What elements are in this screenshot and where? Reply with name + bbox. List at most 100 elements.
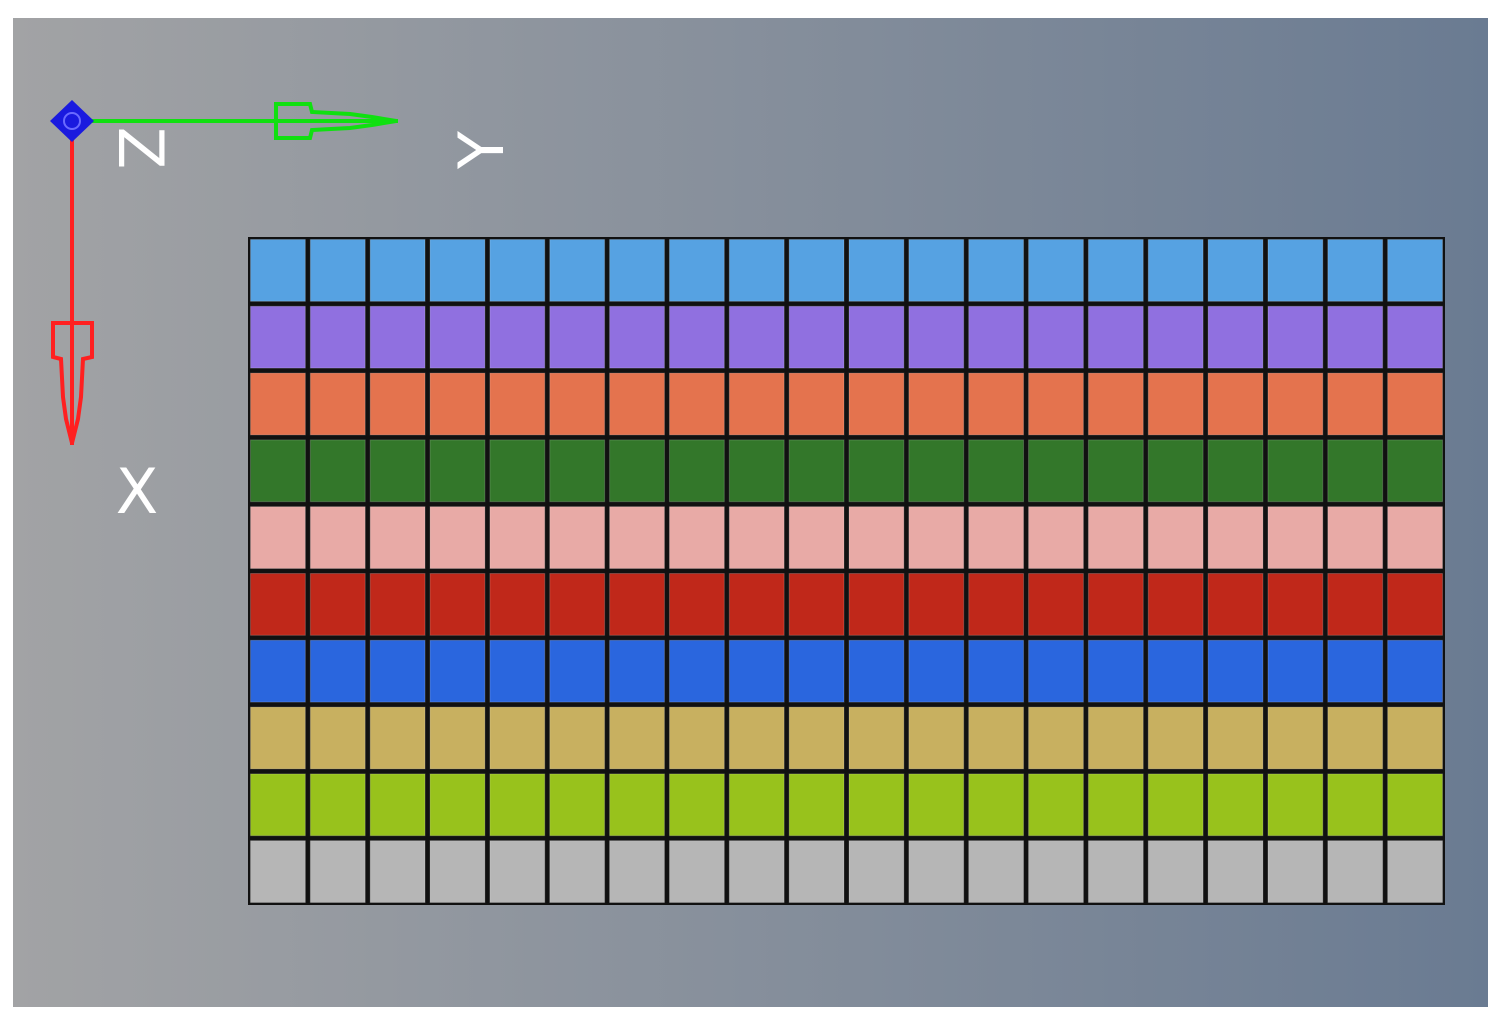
mesh-cell (1087, 506, 1144, 570)
mesh-cell (1327, 239, 1384, 302)
mesh-cell (848, 506, 905, 570)
mesh-cell (609, 773, 665, 837)
mesh-cell (429, 239, 486, 302)
mesh-cell (908, 773, 965, 837)
mesh-cell (549, 706, 606, 770)
z-axis-marker-ring (63, 112, 81, 130)
mesh-cell (788, 239, 845, 302)
mesh-cell (1387, 573, 1444, 636)
mesh-cell (728, 239, 785, 302)
mesh-cell (609, 639, 665, 703)
mesh-cell (309, 239, 366, 302)
mesh-cell (848, 372, 905, 436)
mesh-cell (549, 840, 606, 904)
mesh-cell (609, 506, 665, 570)
mesh-cell (1387, 706, 1444, 770)
mesh-cell (1327, 706, 1384, 770)
mesh-cell (968, 439, 1025, 503)
mesh-cell (848, 840, 905, 904)
mesh-cell (609, 706, 665, 770)
mesh-cell (1327, 305, 1384, 369)
mesh-cell (788, 573, 845, 636)
mesh-cell (1028, 305, 1084, 369)
mesh-cell (1327, 506, 1384, 570)
mesh-cell (728, 439, 785, 503)
mesh-cell (1267, 573, 1324, 636)
axis-triad: Z Y X (50, 100, 518, 528)
mesh-cell (1028, 639, 1084, 703)
mesh-cell (429, 573, 486, 636)
mesh-cell (549, 439, 606, 503)
mesh-cell (1087, 840, 1144, 904)
mesh-cell (1087, 639, 1144, 703)
mesh-cell (728, 573, 785, 636)
mesh-cell (369, 639, 426, 703)
mesh-cell (848, 439, 905, 503)
mesh-cell (250, 506, 306, 570)
mesh-cell (1087, 573, 1144, 636)
mesh-cell (309, 305, 366, 369)
mesh-cell (369, 573, 426, 636)
mesh-cell (609, 239, 665, 302)
mesh-cell (788, 706, 845, 770)
mesh-cell (1147, 439, 1204, 503)
mesh-cell (549, 305, 606, 369)
mesh-cell (728, 773, 785, 837)
mesh-cell (309, 439, 366, 503)
mesh-cell (309, 773, 366, 837)
mesh-cell (1327, 639, 1384, 703)
mesh-cell (429, 840, 486, 904)
mesh-cell (1147, 639, 1204, 703)
mesh-cell (309, 573, 366, 636)
mesh-cell (968, 773, 1025, 837)
mesh-cell (250, 840, 306, 904)
mesh-cell (609, 439, 665, 503)
mesh-cell (1327, 372, 1384, 436)
mesh-cell (250, 305, 306, 369)
y-axis-label: Y (445, 131, 518, 170)
mesh-cell (369, 439, 426, 503)
mesh-cell (668, 372, 725, 436)
mesh-cell (1147, 706, 1204, 770)
mesh-cell (609, 573, 665, 636)
mesh-cell (489, 439, 546, 503)
mesh-cell (848, 773, 905, 837)
mesh-cell (668, 639, 725, 703)
mesh-cell (309, 639, 366, 703)
mesh-cell (1207, 573, 1264, 636)
mesh-cell (549, 239, 606, 302)
mesh-cell (1387, 372, 1444, 436)
mesh-cell (1207, 239, 1264, 302)
mesh-cell (1147, 773, 1204, 837)
mesh (248, 237, 1445, 905)
mesh-cell (728, 372, 785, 436)
mesh-cell (668, 773, 725, 837)
mesh-cell (489, 305, 546, 369)
mesh-cell (429, 506, 486, 570)
mesh-cell (788, 372, 845, 436)
mesh-cell (489, 573, 546, 636)
mesh-cell (369, 305, 426, 369)
mesh-cell (250, 439, 306, 503)
mesh-cell (489, 372, 546, 436)
mesh-cell (848, 305, 905, 369)
mesh-cell (1028, 372, 1084, 436)
mesh-cell (1087, 773, 1144, 837)
mesh-cell (848, 573, 905, 636)
mesh-cell (1387, 506, 1444, 570)
mesh-cell (668, 239, 725, 302)
mesh-cell (668, 840, 725, 904)
mesh-cell (429, 773, 486, 837)
mesh-cell (968, 506, 1025, 570)
x-axis-arrow (51, 321, 94, 444)
mesh-cell (609, 305, 665, 369)
mesh-cell (549, 372, 606, 436)
mesh-cell (549, 506, 606, 570)
mesh-cell (1147, 506, 1204, 570)
mesh-cell (1267, 639, 1324, 703)
mesh-cell (1147, 239, 1204, 302)
mesh-cell (668, 573, 725, 636)
y-axis-arrow (274, 102, 397, 140)
mesh-cell (1028, 706, 1084, 770)
mesh-cell (1327, 573, 1384, 636)
